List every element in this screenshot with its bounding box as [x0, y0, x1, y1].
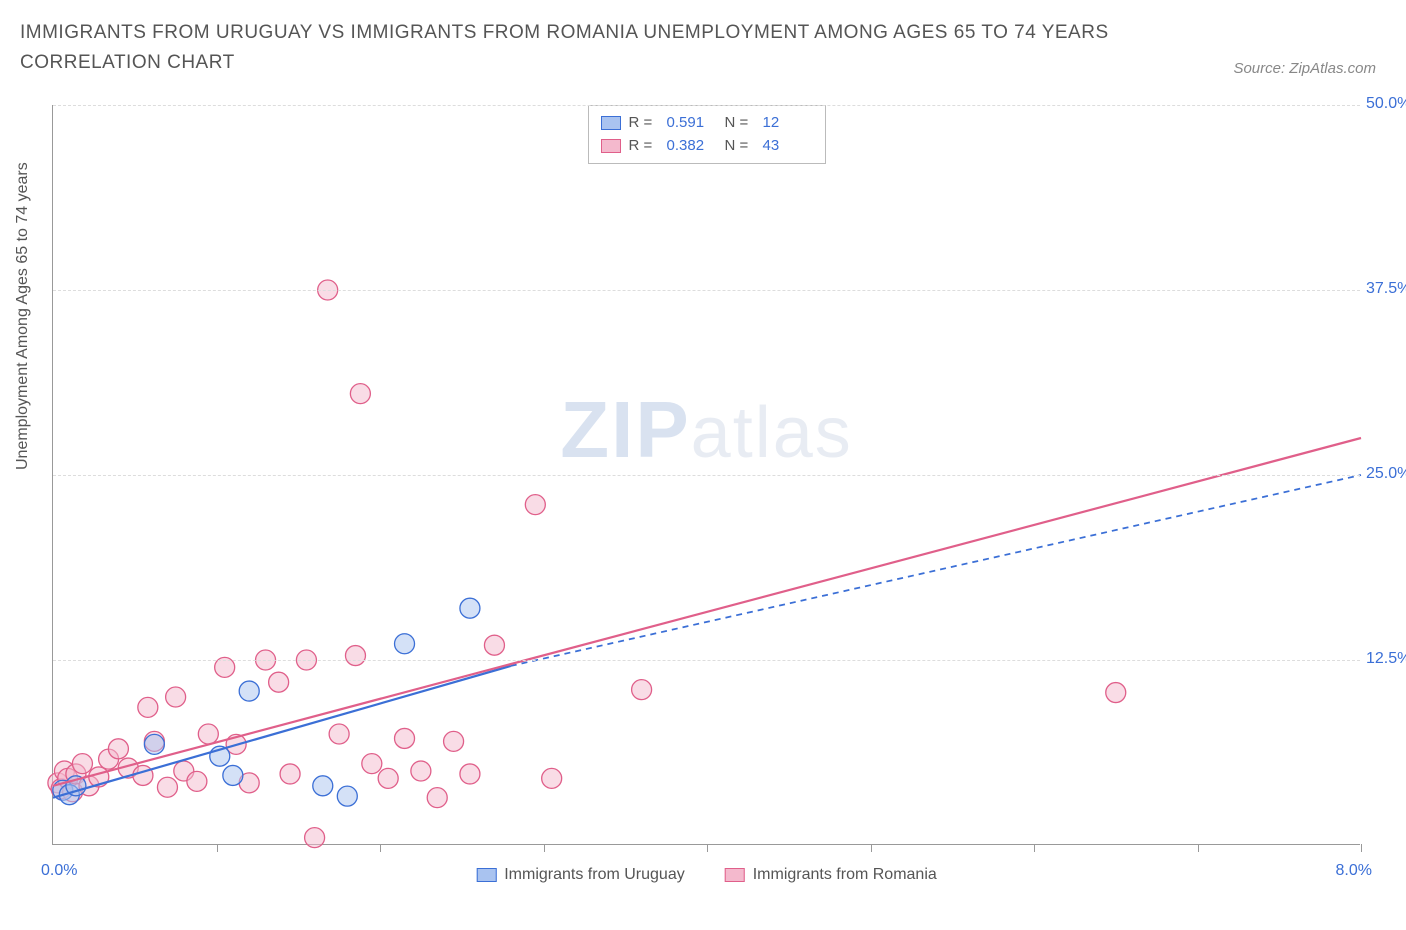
n-value-uruguay: 12	[763, 112, 813, 135]
r-value-romania: 0.382	[667, 135, 717, 158]
swatch-uruguay	[601, 116, 621, 130]
data-point	[223, 765, 243, 785]
x-tick	[1361, 844, 1362, 852]
data-point	[305, 828, 325, 848]
series-legend: Immigrants from Uruguay Immigrants from …	[476, 866, 937, 884]
x-tick	[544, 844, 545, 852]
correlation-legend: R = 0.591 N = 12 R = 0.382 N = 43	[588, 105, 826, 164]
data-point	[198, 724, 218, 744]
data-point	[108, 739, 128, 759]
data-point	[460, 764, 480, 784]
gridline	[53, 290, 1360, 291]
data-point	[269, 672, 289, 692]
data-point	[133, 765, 153, 785]
data-point	[157, 777, 177, 797]
gridline	[53, 475, 1360, 476]
data-point	[542, 768, 562, 788]
data-point	[345, 646, 365, 666]
r-label: R =	[629, 135, 659, 158]
data-point	[411, 761, 431, 781]
data-point	[280, 764, 300, 784]
y-axis-title: Unemployment Among Ages 65 to 74 years	[14, 162, 32, 470]
data-point	[313, 776, 333, 796]
legend-label-romania: Immigrants from Romania	[753, 866, 937, 884]
n-value-romania: 43	[763, 135, 813, 158]
data-point	[484, 635, 504, 655]
data-point	[144, 734, 164, 754]
data-point	[427, 788, 447, 808]
legend-row-romania: R = 0.382 N = 43	[601, 135, 813, 158]
x-tick	[380, 844, 381, 852]
data-point	[525, 495, 545, 515]
data-point	[460, 598, 480, 618]
chart-title: IMMIGRANTS FROM URUGUAY VS IMMIGRANTS FR…	[20, 18, 1206, 79]
r-label: R =	[629, 112, 659, 135]
data-point	[187, 771, 207, 791]
legend-item-uruguay: Immigrants from Uruguay	[476, 866, 685, 884]
legend-row-uruguay: R = 0.591 N = 12	[601, 112, 813, 135]
swatch-romania-icon	[725, 868, 745, 882]
data-point	[72, 754, 92, 774]
x-tick	[1198, 844, 1199, 852]
r-value-uruguay: 0.591	[667, 112, 717, 135]
data-point	[1106, 683, 1126, 703]
data-point	[395, 634, 415, 654]
gridline	[53, 105, 1360, 106]
data-point	[395, 728, 415, 748]
data-point	[166, 687, 186, 707]
legend-label-uruguay: Immigrants from Uruguay	[504, 866, 685, 884]
x-tick	[707, 844, 708, 852]
y-tick-label: 50.0%	[1366, 95, 1406, 113]
gridline	[53, 660, 1360, 661]
trend-line-dashed	[511, 475, 1361, 666]
x-axis-min-label: 0.0%	[41, 862, 77, 880]
x-tick	[1034, 844, 1035, 852]
data-point	[350, 384, 370, 404]
x-tick	[217, 844, 218, 852]
data-point	[632, 680, 652, 700]
data-point	[362, 754, 382, 774]
n-label: N =	[725, 112, 755, 135]
swatch-romania	[601, 139, 621, 153]
plot-area: ZIPatlas R = 0.591 N = 12 R = 0.382 N = …	[52, 105, 1360, 845]
x-tick	[871, 844, 872, 852]
swatch-uruguay-icon	[476, 868, 496, 882]
trend-line	[53, 438, 1361, 786]
data-point	[239, 681, 259, 701]
y-tick-label: 37.5%	[1366, 280, 1406, 298]
data-point	[138, 697, 158, 717]
data-point	[444, 731, 464, 751]
n-label: N =	[725, 135, 755, 158]
y-tick-label: 25.0%	[1366, 465, 1406, 483]
data-point	[329, 724, 349, 744]
legend-item-romania: Immigrants from Romania	[725, 866, 937, 884]
data-point	[378, 768, 398, 788]
x-axis-max-label: 8.0%	[1336, 862, 1372, 880]
y-tick-label: 12.5%	[1366, 650, 1406, 668]
source-attribution: Source: ZipAtlas.com	[1233, 60, 1376, 77]
data-point	[337, 786, 357, 806]
